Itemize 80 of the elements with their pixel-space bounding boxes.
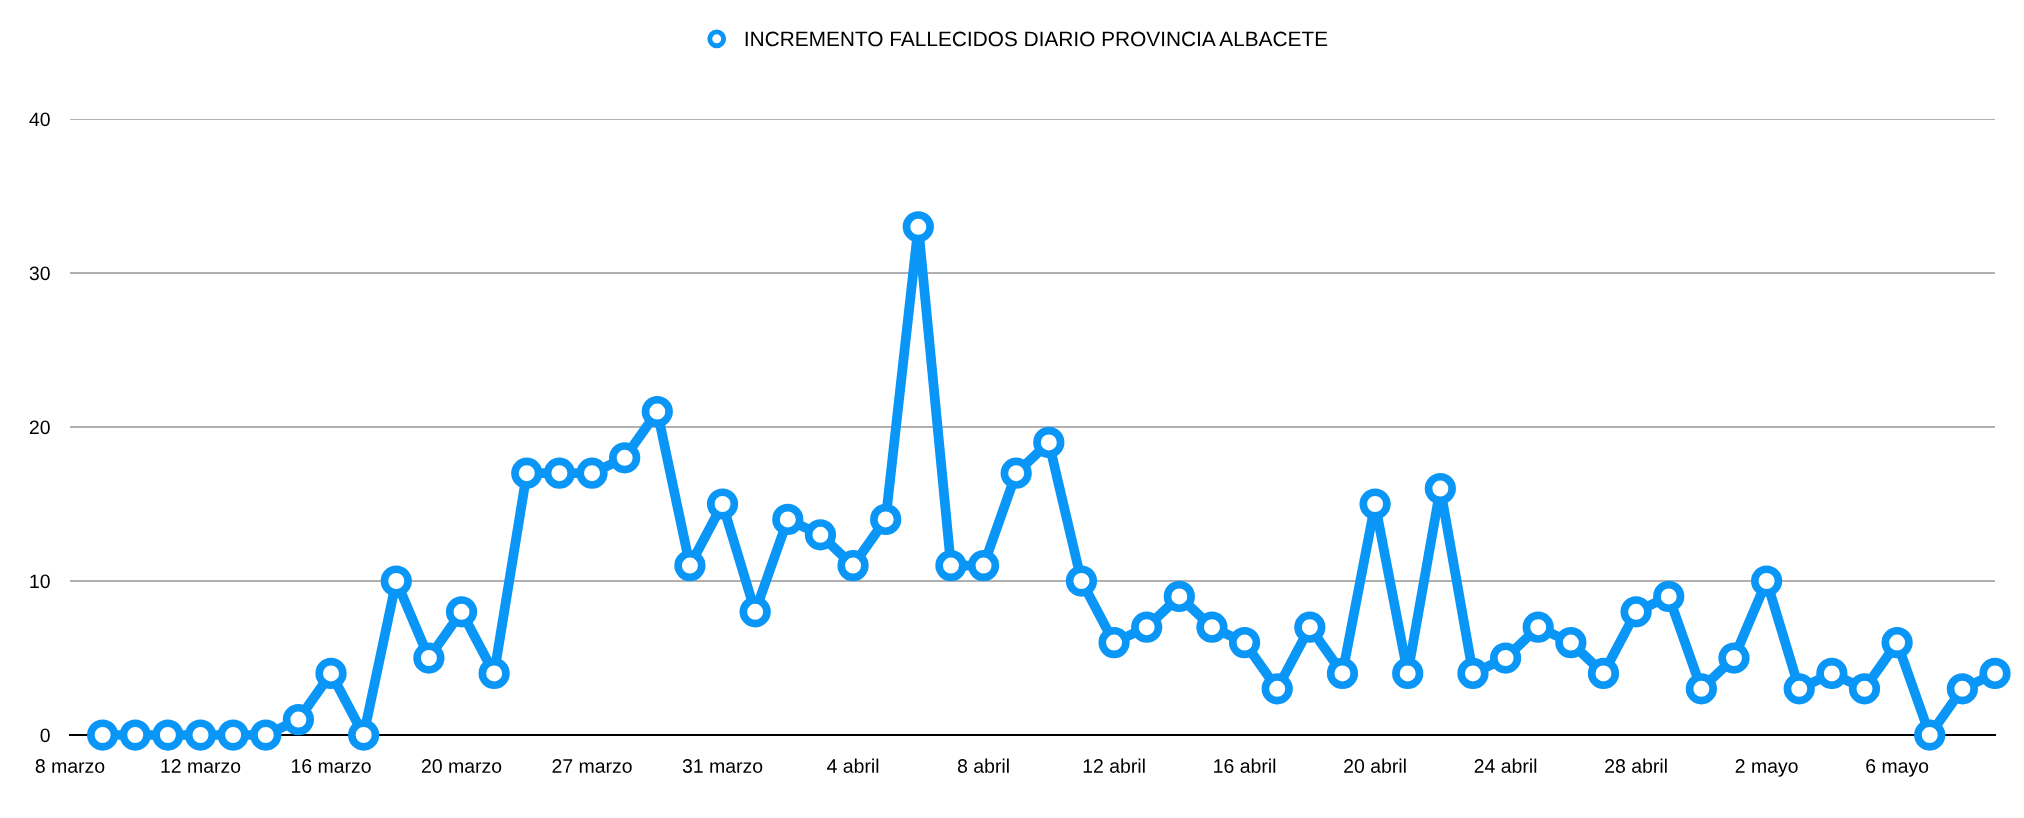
point	[348, 719, 380, 751]
point	[1881, 626, 1913, 659]
point	[706, 488, 739, 520]
y-tick-label: 40	[29, 112, 50, 127]
point	[1392, 657, 1424, 690]
x-tick-label: 4 abril	[827, 758, 879, 773]
y-tick-label: 30	[29, 266, 50, 281]
point	[1000, 457, 1032, 489]
point	[967, 549, 1000, 582]
point	[1555, 626, 1587, 659]
point	[1033, 426, 1065, 459]
point	[315, 657, 347, 690]
x-tick-label: 24 abril	[1474, 758, 1537, 773]
x-tick-label: 8 marzo	[35, 759, 105, 773]
point	[804, 519, 837, 551]
point	[674, 549, 706, 582]
point	[380, 565, 412, 597]
point	[445, 596, 478, 628]
point	[837, 549, 869, 582]
point	[1098, 626, 1130, 659]
point	[1522, 611, 1554, 643]
point	[609, 442, 641, 474]
x-tick-label: 16 marzo	[291, 759, 371, 773]
x-tick-label: 28 abril	[1605, 758, 1667, 773]
point	[1620, 596, 1652, 628]
point	[870, 503, 902, 536]
y-tick-label: 10	[30, 574, 50, 589]
point	[1979, 657, 2011, 690]
point	[641, 395, 673, 428]
point	[1228, 626, 1261, 659]
point	[250, 719, 282, 751]
x-tick-label: 27 marzo	[552, 759, 632, 773]
point	[935, 549, 967, 582]
point	[217, 719, 249, 751]
point	[1065, 565, 1098, 597]
point	[1816, 657, 1848, 690]
point	[152, 719, 184, 751]
x-tick-label: 16 abril	[1214, 758, 1276, 773]
x-tick-label: 12 abril	[1083, 758, 1145, 773]
point	[1424, 472, 1456, 505]
point	[1914, 719, 1946, 751]
point	[1326, 657, 1359, 690]
point	[576, 457, 608, 489]
point	[87, 719, 119, 751]
x-tick-label: 2 mayo	[1735, 759, 1798, 777]
point	[543, 457, 576, 489]
point	[1261, 673, 1293, 705]
point	[1653, 580, 1685, 613]
legend-label: INCREMENTO FALLECIDOS DIARIO PROVINCIA ALBACETE	[745, 31, 1328, 47]
x-tick-label: 20 marzo	[421, 759, 502, 773]
point	[1163, 580, 1195, 613]
point	[1359, 488, 1391, 520]
point	[1848, 673, 1881, 705]
point	[1946, 673, 1978, 705]
point	[282, 703, 315, 736]
point	[478, 657, 510, 690]
point	[1489, 642, 1522, 674]
x-tick-label: 31 marzo	[682, 759, 763, 773]
point	[1457, 657, 1489, 690]
point	[1196, 611, 1228, 643]
y-tick-label: 0	[40, 728, 50, 743]
y-tick-label: 20	[29, 420, 50, 435]
x-tick-label: 8 abril	[957, 758, 1009, 773]
x-tick-label: 6 mayo	[1866, 759, 1929, 777]
point	[1587, 657, 1620, 690]
point	[413, 642, 445, 674]
point	[902, 211, 934, 243]
point	[1294, 611, 1326, 643]
point	[1685, 673, 1717, 705]
point	[772, 503, 804, 536]
point	[511, 457, 543, 489]
point	[1783, 673, 1815, 705]
point	[1750, 565, 1783, 597]
point	[739, 596, 771, 628]
x-tick-label: 12 marzo	[161, 759, 241, 773]
point	[1718, 642, 1750, 674]
point	[184, 719, 217, 751]
point	[119, 719, 151, 751]
point	[1131, 611, 1163, 643]
x-tick-label: 20 abril	[1344, 758, 1406, 773]
